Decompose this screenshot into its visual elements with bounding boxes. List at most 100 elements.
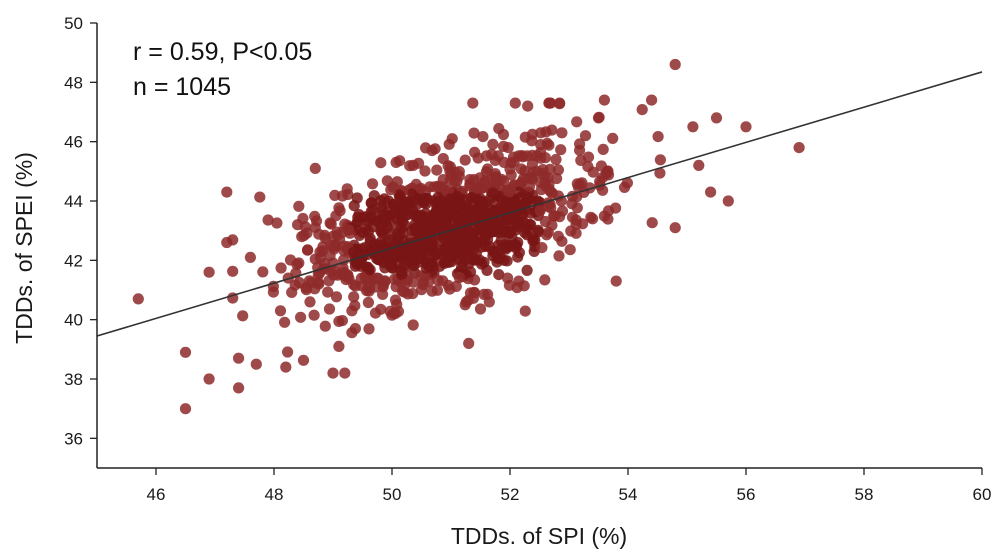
data-point	[705, 186, 717, 198]
y-tick-label: 48	[64, 73, 83, 92]
data-point	[554, 97, 566, 109]
data-point	[442, 279, 454, 291]
data-point	[375, 303, 387, 315]
data-point	[539, 274, 551, 286]
data-point	[534, 205, 546, 217]
data-point	[525, 219, 537, 231]
data-point	[371, 272, 383, 284]
x-tick-label: 58	[855, 485, 874, 504]
data-point	[389, 294, 402, 306]
data-point	[459, 299, 471, 311]
data-point	[518, 172, 530, 185]
data-point	[349, 323, 361, 335]
data-point	[478, 288, 490, 300]
data-point	[275, 262, 287, 274]
data-point	[377, 288, 389, 300]
data-point	[254, 191, 266, 203]
data-point	[515, 163, 527, 175]
data-point	[375, 236, 387, 248]
data-point	[457, 242, 469, 254]
data-point	[237, 310, 249, 322]
data-point	[526, 173, 539, 185]
data-point	[722, 195, 734, 207]
data-point	[319, 320, 331, 332]
data-point	[336, 315, 348, 327]
data-point	[512, 251, 524, 263]
data-point	[293, 200, 305, 212]
data-point	[453, 271, 465, 284]
data-point	[550, 153, 562, 166]
data-point	[365, 205, 377, 217]
data-point	[584, 182, 596, 194]
data-point	[437, 232, 449, 244]
data-point	[466, 192, 478, 204]
data-point	[280, 361, 292, 373]
data-point	[493, 123, 505, 135]
data-point	[271, 217, 283, 229]
data-point	[179, 346, 192, 358]
data-point	[289, 279, 301, 291]
data-point	[441, 197, 454, 209]
data-point	[309, 221, 321, 233]
data-point	[305, 277, 317, 289]
data-point	[710, 112, 723, 124]
data-point	[279, 316, 291, 328]
data-point	[510, 242, 522, 254]
data-point	[469, 146, 481, 158]
data-point	[477, 131, 489, 143]
data-point	[324, 217, 336, 229]
data-point	[541, 229, 553, 241]
x-tick-label: 60	[973, 485, 992, 504]
data-point	[521, 150, 533, 162]
data-point	[654, 154, 667, 166]
sample-size-annotation: n = 1045	[133, 73, 231, 101]
data-point	[577, 218, 589, 230]
data-point	[282, 346, 294, 358]
data-point	[362, 296, 374, 309]
data-point	[284, 254, 297, 266]
data-point	[519, 305, 531, 317]
data-point	[477, 207, 489, 219]
data-points	[132, 58, 805, 415]
data-point	[415, 182, 427, 195]
data-point	[597, 143, 609, 155]
data-point	[333, 340, 345, 352]
data-point	[179, 403, 192, 415]
data-point	[444, 174, 456, 186]
data-point	[438, 184, 451, 196]
data-point	[428, 195, 441, 207]
data-point	[434, 244, 446, 256]
data-point	[505, 169, 517, 181]
data-point	[250, 358, 262, 370]
data-point	[464, 253, 476, 265]
data-point	[536, 242, 548, 254]
data-point	[740, 121, 752, 133]
data-point	[423, 276, 435, 288]
data-point	[527, 233, 539, 245]
data-point	[539, 215, 552, 228]
data-point	[669, 58, 681, 71]
data-point	[598, 94, 611, 106]
data-point	[579, 130, 592, 142]
data-point	[566, 211, 579, 223]
data-point	[379, 215, 392, 227]
data-point	[418, 225, 430, 237]
y-axis-title: TDDs. of SPEI (%)	[11, 152, 37, 344]
data-point	[468, 286, 480, 298]
data-point	[652, 131, 664, 143]
data-point	[552, 230, 565, 242]
y-tick-label: 50	[64, 14, 83, 33]
data-point	[555, 144, 567, 156]
y-tick-label: 38	[64, 370, 83, 389]
data-point	[431, 284, 443, 296]
x-tick-label: 46	[147, 485, 166, 504]
data-point	[793, 142, 805, 154]
data-point	[342, 224, 354, 236]
data-point	[598, 210, 611, 222]
data-point	[504, 197, 516, 209]
axes	[96, 23, 982, 469]
data-point	[479, 177, 491, 189]
data-point	[553, 250, 565, 262]
data-point	[502, 272, 514, 284]
data-point	[366, 178, 379, 190]
